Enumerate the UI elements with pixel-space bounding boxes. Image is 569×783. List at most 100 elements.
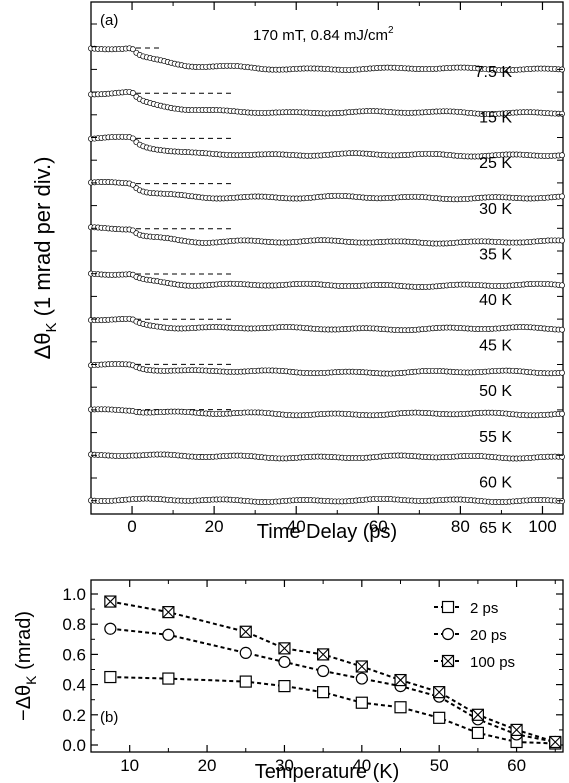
data-point: [239, 675, 252, 688]
trace-point: [129, 135, 136, 142]
trace-label: 60 K: [479, 474, 512, 491]
panel-b-frame: [90, 579, 564, 753]
legend-label: 100 ps: [470, 654, 515, 671]
data-point: [104, 595, 117, 608]
data-point-cross-b: [239, 625, 252, 638]
panel-b-y-tick-label: 0.2: [62, 706, 86, 725]
panel-a-x-tick-label: 80: [451, 517, 470, 536]
legend-marker: [441, 600, 455, 614]
trace-point: [559, 326, 565, 333]
panel-b-series: [104, 595, 562, 750]
panel-a-x-tick-label: 20: [205, 517, 224, 536]
data-point: [104, 670, 117, 684]
trace-point: [559, 110, 565, 117]
trace-30-K: [88, 179, 565, 203]
data-point: [104, 622, 117, 635]
panel-b-ylabel-rest: (mrad): [13, 611, 35, 675]
trace-label: 30 K: [479, 201, 512, 218]
panel-a-x-tick-label: 60: [369, 517, 388, 536]
panel-b-label: (b): [100, 709, 118, 726]
panel-a-xlabel: Time Delay (ps): [257, 521, 397, 543]
trace-point: [559, 193, 565, 200]
legend-label: 20 ps: [470, 627, 507, 644]
data-point: [278, 642, 291, 655]
data-point-cross-b: [355, 660, 368, 673]
trace-point: [559, 282, 565, 289]
trace-40-K: [88, 270, 565, 290]
panel-b-y-tick-label: 1.0: [62, 585, 86, 604]
panel-b-x-tick-label: 20: [198, 756, 217, 775]
data-point: [317, 686, 330, 699]
trace-label: 45 K: [479, 338, 512, 355]
panel-b-legend: 2 ps 20 ps 100 ps: [434, 600, 515, 671]
trace-label: 7.5 K: [475, 64, 513, 81]
panel-a-ylabel: ΔθK (1 mrad per div.): [30, 157, 60, 360]
data-point: [317, 648, 330, 661]
legend-label: 2 ps: [470, 600, 498, 617]
panel-a-x-tick-label: 100: [528, 517, 556, 536]
panel-b-y-tick-label: 0.4: [62, 676, 86, 695]
data-point-cross-b: [104, 595, 117, 608]
trace-label: 55 K: [479, 429, 512, 446]
trace-15-K: [88, 88, 565, 118]
data-point: [278, 655, 291, 669]
panel-b-ylabel: −ΔθK (mrad): [13, 611, 39, 721]
data-point-cross-b: [394, 674, 407, 686]
data-point-cross-b: [549, 736, 562, 748]
panel-a-ylabel-rest: (1 mrad per div.): [30, 157, 55, 323]
panel-a-frame: [90, 1, 564, 515]
data-point: [510, 723, 523, 737]
data-point-cross-b: [317, 648, 330, 661]
panel-a-axes: 0 20 40 60 80 100: [90, 2, 563, 536]
panel-b-x-tick-label: 30: [275, 756, 294, 775]
trace-65-K: [88, 495, 565, 505]
trace-45-K: [88, 315, 565, 334]
legend-marker: [441, 627, 455, 641]
panel-a-x-tick-label: 40: [287, 517, 306, 536]
data-point-cross-b: [162, 606, 175, 619]
panel-a-traces: 7.5 K 15 K 25 K 30 K 35 K 40 K 45 K 50 K 55 K 60 …: [88, 45, 565, 537]
data-point: [355, 672, 368, 685]
panel-a-label: (a): [100, 12, 118, 29]
trace-point: [129, 181, 136, 188]
panel-b-axes: 10 20 30 40 50 60 0.0 0.2 0.4 0.6 0.8 1.0: [62, 580, 563, 775]
data-point: [549, 735, 562, 749]
legend-marker-cross-b: [442, 655, 454, 667]
series-line: [110, 600, 556, 743]
trace-point: [559, 152, 565, 159]
data-point: [355, 660, 368, 673]
trace-55-K: [88, 406, 565, 419]
data-point-cross-b: [510, 724, 523, 736]
panel-b-y-tick-label: 0.0: [62, 736, 86, 755]
panel-a-x-tick-label: 0: [127, 517, 136, 536]
data-point: [162, 672, 175, 685]
data-point: [162, 606, 175, 619]
panel-b-x-tick-label: 40: [352, 756, 371, 775]
trace-label: 65 K: [479, 520, 512, 537]
trace-50-K: [88, 361, 565, 377]
legend-marker: [441, 654, 455, 668]
trace-60-K: [88, 451, 565, 462]
data-point-cross-b: [433, 686, 446, 699]
series-100-ps: [104, 595, 562, 749]
data-point: [239, 646, 252, 659]
data-point: [355, 696, 368, 709]
series-2-ps: [104, 670, 562, 750]
trace-25-K: [88, 133, 565, 160]
panel-b-x-tick-label: 10: [120, 756, 139, 775]
data-point: [433, 711, 446, 724]
data-point: [394, 701, 407, 714]
data-point: [278, 680, 291, 693]
panel-a-annotation: 170 mT, 0.84 mJ/cm2: [253, 25, 394, 44]
data-point: [471, 726, 484, 740]
panel-a: 7.5 K 15 K 25 K 30 K 35 K 40 K 45 K 50 K 55 K 60 …: [30, 1, 565, 543]
trace-label: 40 K: [479, 292, 512, 309]
panel-b-y-tick-label: 0.6: [62, 645, 86, 664]
panel-b-x-tick-label: 60: [507, 756, 526, 775]
data-point-cross-b: [278, 642, 291, 655]
annotation-superscript: 2: [388, 25, 394, 36]
data-point-cross-b: [471, 708, 484, 721]
panel-b-y-tick-label: 0.8: [62, 615, 86, 634]
series-line: [110, 627, 556, 743]
